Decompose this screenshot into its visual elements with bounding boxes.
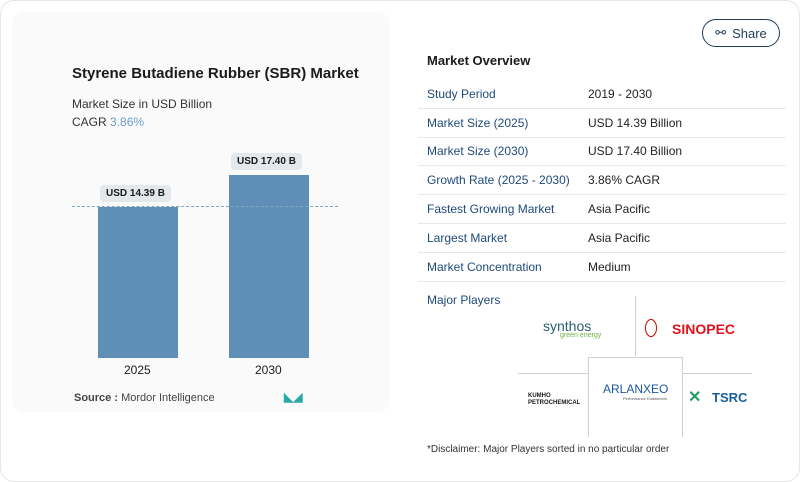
share-icon: ⚯	[715, 25, 727, 40]
bar-2025	[98, 206, 178, 358]
mordor-logo: ◣◢	[284, 390, 303, 404]
overview-row: Study Period 2019 - 2030	[418, 80, 786, 109]
row-key: Market Concentration	[427, 259, 542, 274]
tsrc-icon: ✕	[688, 389, 702, 406]
x-tick-label: 2025	[124, 363, 151, 377]
overview-row: Market Concentration Medium	[418, 253, 786, 282]
row-value: 3.86% CAGR	[588, 173, 661, 188]
reference-line	[72, 206, 338, 207]
center-box	[588, 357, 683, 437]
data-label: USD 17.40 B	[231, 153, 302, 170]
sinopec-logo: SINOPEC	[672, 321, 736, 337]
row-key: Largest Market	[427, 230, 508, 245]
players-title: Major Players	[427, 293, 501, 307]
row-value: Asia Pacific	[588, 230, 651, 245]
row-value: USD 17.40 Billion	[588, 144, 683, 159]
chart-card	[12, 12, 390, 412]
overview-row: Market Size (2025) USD 14.39 Billion	[418, 109, 786, 138]
source-label: Source :	[74, 392, 119, 404]
overview-title: Market Overview	[427, 53, 531, 68]
chart-subtitle: Market Size in USD Billion	[72, 97, 213, 111]
x-tick-label: 2030	[255, 363, 282, 377]
row-value: 2019 - 2030	[588, 86, 653, 101]
divider	[518, 373, 588, 374]
synthos-logo: synthos	[543, 318, 592, 334]
overview-row: Largest Market Asia Pacific	[418, 224, 786, 253]
row-key: Market Size (2030)	[427, 144, 529, 159]
cagr-value: 3.86%	[110, 115, 145, 129]
row-key: Market Size (2025)	[427, 115, 529, 130]
disclaimer: *Disclaimer: Major Players sorted in no …	[427, 444, 670, 455]
share-label: Share	[732, 25, 767, 41]
data-label: USD 14.39 B	[100, 184, 171, 202]
row-value: Medium	[588, 259, 631, 274]
arlanxeo-logo: ARLANXEO	[603, 382, 669, 396]
arlanxeo-tagline: Performance Elastomers	[623, 396, 668, 401]
overview-row: Market Size (2030) USD 17.40 Billion	[418, 138, 786, 167]
divider	[635, 296, 636, 356]
row-value: Asia Pacific	[588, 202, 651, 217]
row-value: USD 14.39 Billion	[588, 115, 683, 130]
share-button[interactable]: ⚯ Share	[702, 19, 780, 47]
overview-row: Growth Rate (2025 - 2030) 3.86% CAGR	[418, 166, 786, 196]
source-value: Mordor Intelligence	[121, 392, 215, 404]
tsrc-logo: TSRC	[712, 390, 748, 405]
source: Source : Mordor Intelligence	[74, 392, 215, 404]
cagr-label: CAGR	[72, 115, 107, 129]
row-key: Growth Rate (2025 - 2030)	[427, 173, 570, 188]
row-key: Fastest Growing Market	[427, 202, 555, 217]
divider	[682, 373, 752, 374]
chart-title: Styrene Butadiene Rubber (SBR) Market	[72, 65, 359, 82]
synthos-tagline: green energy	[560, 332, 602, 339]
bar-2030	[229, 175, 309, 358]
kumho-logo: KUMHO PETROCHEMICAL	[528, 393, 581, 406]
overview-row: Fastest Growing Market Asia Pacific	[418, 195, 786, 224]
cagr: CAGR 3.86%	[72, 115, 144, 129]
overview-table: Study Period 2019 - 2030 Market Size (2025…	[418, 80, 786, 282]
sinopec-icon	[645, 319, 657, 337]
row-key: Study Period	[427, 86, 496, 101]
